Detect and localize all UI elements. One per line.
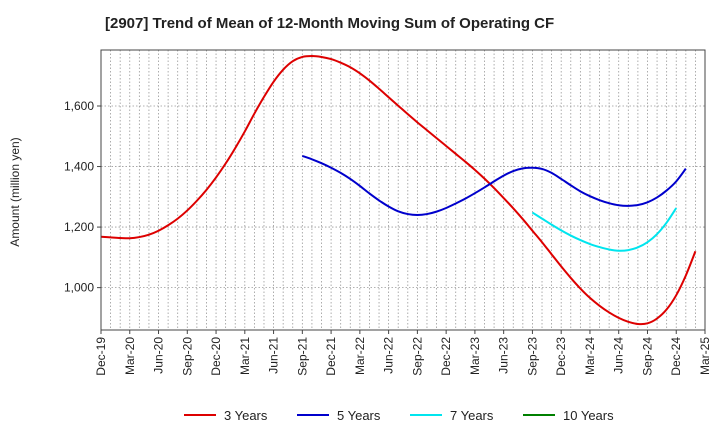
x-tick-label: Mar-24 (583, 337, 597, 375)
chart-title: [2907] Trend of Mean of 12-Month Moving … (105, 15, 555, 32)
x-tick-label: Sep-21 (295, 337, 309, 376)
grid (101, 50, 705, 330)
x-tick-label: Mar-23 (468, 337, 482, 375)
x-tick-label: Sep-20 (180, 337, 194, 376)
y-axis-label: Amount (million yen) (8, 137, 22, 246)
x-tick-label: Jun-22 (382, 337, 396, 374)
x-tick-label: Mar-21 (238, 337, 252, 375)
legend-label-10-years: 10 Years (563, 408, 614, 423)
x-tick-label: Dec-22 (439, 337, 453, 376)
x-tick-label: Dec-20 (209, 337, 223, 376)
series-line-5-years (302, 155, 687, 216)
series-line-3-years (100, 55, 697, 326)
legend-label-3-years: 3 Years (224, 408, 268, 423)
x-tick-label: Jun-23 (497, 337, 511, 374)
x-tick-label: Jun-21 (267, 337, 281, 374)
plot-frame (100, 49, 706, 331)
x-axis: Dec-19 Mar-20 Jun-20 Sep-20 Dec-20 Mar-21 Jun-… (94, 330, 712, 376)
x-tick-label: Mar-22 (353, 337, 367, 375)
x-tick-label: Mar-25 (698, 337, 712, 375)
legend: 3 Years 5 Years 7 Years 10 Years (184, 408, 614, 423)
y-tick-label: 1,600 (64, 99, 94, 113)
x-tick-label: Sep-24 (640, 337, 654, 376)
x-tick-label: Dec-23 (554, 337, 568, 376)
x-tick-label: Mar-20 (123, 337, 137, 375)
x-tick-label: Sep-22 (410, 337, 424, 376)
y-tick-label: 1,200 (64, 220, 94, 234)
x-tick-label: Dec-21 (324, 337, 338, 376)
legend-label-7-years: 7 Years (450, 408, 494, 423)
x-tick-label: Sep-23 (525, 337, 539, 376)
y-axis: 1,000 1,200 1,400 1,600 (64, 99, 101, 295)
y-tick-label: 1,000 (64, 281, 94, 295)
series-line-7-years (531, 207, 678, 252)
x-tick-label: Dec-19 (94, 337, 108, 376)
x-tick-label: Jun-24 (612, 337, 626, 374)
series-layer (100, 55, 697, 326)
legend-label-5-years: 5 Years (337, 408, 381, 423)
x-tick-label: Jun-20 (152, 337, 166, 374)
x-tick-label: Dec-24 (669, 337, 683, 376)
y-tick-label: 1,400 (64, 160, 94, 174)
